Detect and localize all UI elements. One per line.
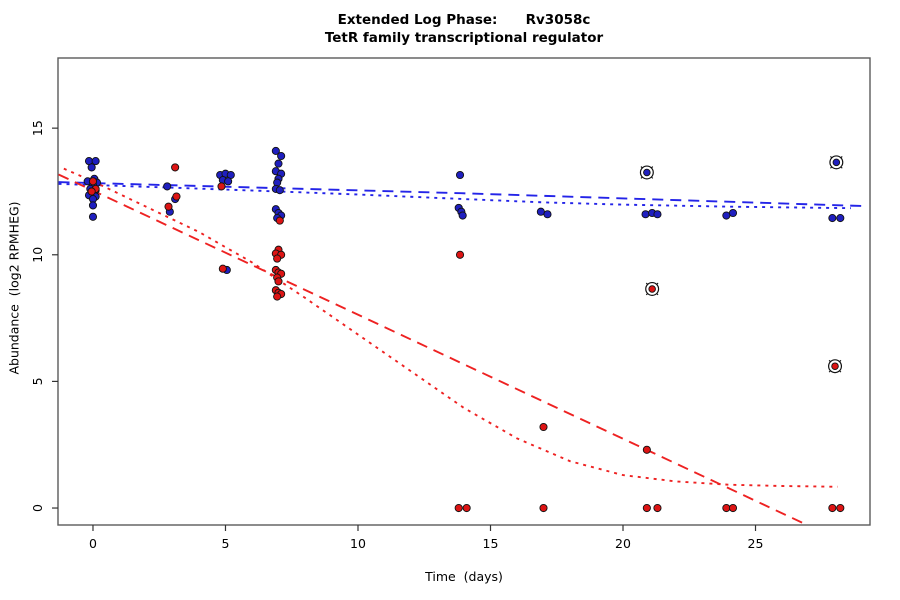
red-abundance-point xyxy=(828,503,837,513)
y-tick-label: 5 xyxy=(30,377,45,385)
red-abundance-point xyxy=(462,503,471,513)
blue-abundance-point xyxy=(274,159,283,168)
x-axis-label: Time (days) xyxy=(425,569,503,584)
x-tick-label: 0 xyxy=(89,536,97,551)
blue-abundance-point xyxy=(836,214,845,223)
blue-abundance-point xyxy=(653,210,662,219)
blue-abundance-point xyxy=(275,186,284,195)
blue-abundance-point xyxy=(728,208,738,218)
blue-abundance-point xyxy=(277,151,286,161)
y-tick-label: 10 xyxy=(30,247,45,263)
blue-abundance-point xyxy=(455,170,465,180)
blue-flagged-point xyxy=(643,168,651,177)
red-abundance-point xyxy=(164,202,173,211)
red-abundance-point xyxy=(642,445,651,454)
red-abundance-point xyxy=(172,192,181,201)
red-abundance-point xyxy=(728,503,738,513)
blue-abundance-point xyxy=(88,201,98,210)
x-tick-label: 5 xyxy=(222,536,230,551)
y-tick-label: 0 xyxy=(30,504,45,512)
red-abundance-point xyxy=(455,250,465,259)
x-tick-label: 15 xyxy=(483,536,499,551)
red-flagged-point xyxy=(831,362,839,370)
blue-abundance-point xyxy=(458,211,467,220)
blue-linear-fit-line xyxy=(58,181,867,208)
blue-abundance-point xyxy=(224,177,233,186)
red-abundance-point xyxy=(87,187,96,196)
chart-subtitle: TetR family transcriptional regulator xyxy=(324,30,604,46)
y-axis-label: Abundance (log2 RPMHEG) xyxy=(6,201,22,375)
blue-abundance-point xyxy=(87,163,96,172)
red-abundance-point xyxy=(171,163,180,172)
red-abundance-point xyxy=(722,503,731,513)
x-tick-label: 20 xyxy=(615,536,631,551)
blue-abundance-point xyxy=(722,211,731,220)
red-flagged-point xyxy=(648,285,656,293)
blue-flagged-point xyxy=(832,158,841,167)
red-abundance-point xyxy=(836,503,845,513)
red-abundance-point xyxy=(273,292,282,301)
red-abundance-point xyxy=(454,503,463,513)
blue-abundance-point xyxy=(88,212,98,221)
y-tick-label: 15 xyxy=(30,120,45,136)
red-abundance-point xyxy=(275,216,284,225)
x-tick-label: 10 xyxy=(350,536,366,551)
blue-abundance-point xyxy=(641,210,650,219)
red-smooth-fit-line xyxy=(63,167,838,488)
red-abundance-point xyxy=(653,503,662,513)
blue-abundance-point xyxy=(536,207,545,216)
blue-abundance-point xyxy=(828,214,837,223)
blue-abundance-point xyxy=(271,146,280,155)
red-abundance-point xyxy=(539,422,548,432)
x-tick-label: 25 xyxy=(748,536,764,551)
blue-abundance-point xyxy=(543,210,552,219)
red-abundance-point xyxy=(274,277,283,286)
red-abundance-point xyxy=(218,264,227,273)
red-abundance-point xyxy=(217,182,226,191)
blue-abundance-point xyxy=(91,157,100,166)
red-abundance-point xyxy=(273,254,282,263)
chart-title: Extended Log Phase: Rv3058c xyxy=(337,12,591,28)
red-abundance-point xyxy=(539,503,548,513)
red-abundance-point xyxy=(642,503,651,513)
plot-box xyxy=(57,57,871,526)
red-linear-fit-line xyxy=(58,173,808,526)
blue-abundance-point xyxy=(163,182,172,191)
red-abundance-point xyxy=(88,177,98,186)
